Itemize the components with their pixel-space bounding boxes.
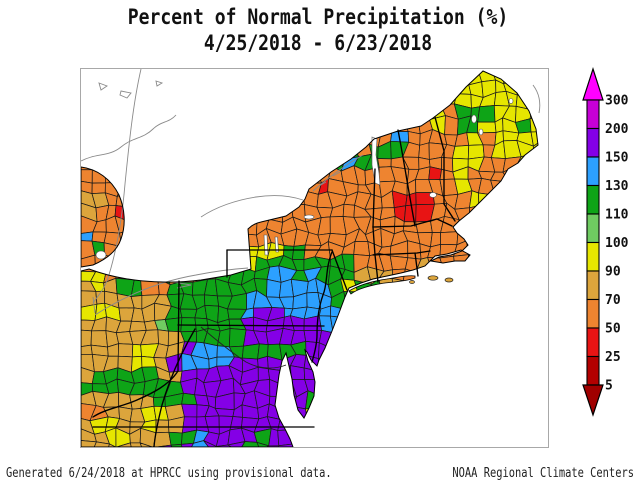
colorbar-label: 200 [605,122,629,137]
colorbar-label: 150 [605,151,629,166]
colorbar-segment [586,241,600,272]
inland-water-layer [95,98,514,260]
colorbar-segment [586,298,600,329]
colorbar-segment [586,156,600,187]
precipitation-map [80,68,549,448]
colorbar-label: 70 [605,293,621,308]
colorbar-segment [586,355,600,386]
colorbar-canvas: 300 200 150 130 110 100 90 70 50 25 5 [582,67,629,417]
colorbar-label: 300 [605,94,629,109]
colorbar-top-arrow [582,67,604,101]
colorbar-segment [586,127,600,158]
noaa-credit: NOAA Regional Climate Centers [452,466,634,481]
generated-note: Generated 6/24/2018 at HPRCC using provi… [6,466,332,481]
title-line-1: Percent of Normal Precipitation (%) [127,5,509,29]
colorbar-label: 100 [605,236,629,251]
colorbar-segment [586,99,600,130]
colorbar-segment [586,184,600,215]
colorbar-label: 50 [605,322,621,337]
colorbar-segment [586,327,600,358]
map-canvas [81,69,541,447]
islands-layer [409,275,454,284]
colorbar-label: 5 [605,379,613,394]
colorbar-label: 130 [605,179,629,194]
colorbar-segment [586,270,600,301]
map-title: Percent of Normal Precipitation (%) 4/25… [0,4,636,56]
colorbar-label: 90 [605,265,621,280]
colorbar-label: 110 [605,208,629,223]
state-borders-layer [92,116,456,447]
colorbar-label: 25 [605,350,621,365]
river-borders-layer [200,326,287,369]
colorbar-segment [586,213,600,244]
title-line-2: 4/25/2018 - 6/23/2018 [203,31,433,55]
coastline-layer [81,70,539,447]
canada-outline-layer [81,69,541,316]
colorbar-legend: 300 200 150 130 110 100 90 70 50 25 5 [576,66,636,426]
colorbar-bottom-arrow [582,384,604,417]
